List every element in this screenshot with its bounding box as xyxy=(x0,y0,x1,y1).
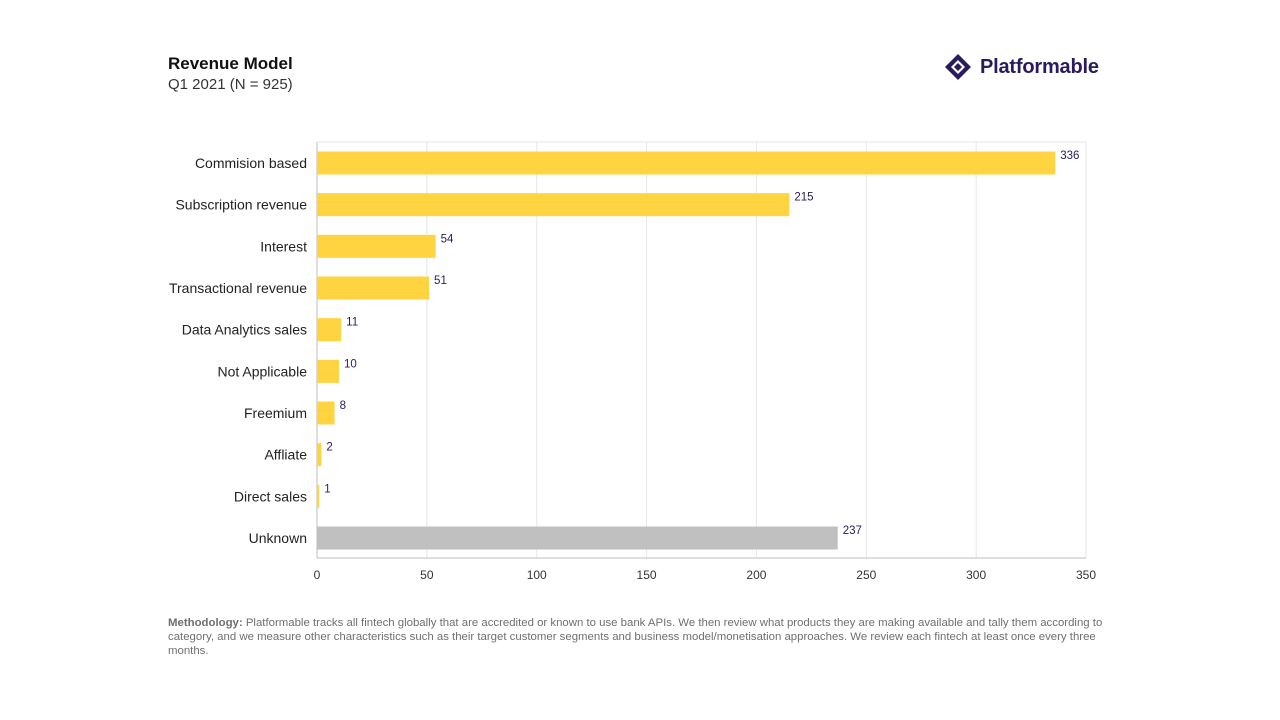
bar xyxy=(317,151,1056,175)
diamond-logo-icon xyxy=(945,54,971,80)
category-label: Freemium xyxy=(244,405,307,421)
category-label: Not Applicable xyxy=(217,363,307,379)
x-tick-label: 250 xyxy=(856,568,876,582)
category-label: Transactional revenue xyxy=(169,280,307,296)
category-label: Direct sales xyxy=(234,488,307,504)
bar xyxy=(317,443,322,467)
value-label: 215 xyxy=(794,192,813,204)
category-labels: Commision based Subscription revenue Inter… xyxy=(169,155,307,546)
value-labels: 336 215 54 51 11 10 8 2 1 237 xyxy=(324,150,1079,537)
value-label: 54 xyxy=(441,233,454,245)
bar xyxy=(317,276,430,300)
methodology-text: Platformable tracks all fintech globally… xyxy=(168,617,1103,657)
value-label: 10 xyxy=(344,358,357,370)
bars xyxy=(317,151,1056,550)
bar xyxy=(317,526,838,550)
category-label: Affliate xyxy=(264,447,307,463)
brand-name: Platformable xyxy=(980,55,1099,78)
methodology-note: Methodology: Platformable tracks all fin… xyxy=(168,616,1108,658)
category-label: Subscription revenue xyxy=(175,197,307,213)
x-tick-label: 150 xyxy=(637,568,657,582)
value-label: 11 xyxy=(346,317,358,329)
chart-title: Revenue Model xyxy=(168,54,293,73)
value-label: 336 xyxy=(1060,150,1079,162)
x-tick-label: 200 xyxy=(746,568,766,582)
x-tick-label: 100 xyxy=(527,568,547,582)
x-tick-label: 350 xyxy=(1076,568,1096,582)
x-tick-label: 0 xyxy=(314,568,321,582)
value-label: 237 xyxy=(843,525,862,537)
value-label: 2 xyxy=(326,442,332,454)
category-label: Interest xyxy=(260,238,307,254)
bar xyxy=(317,359,339,383)
bar xyxy=(317,193,790,217)
methodology-label: Methodology: xyxy=(168,617,243,629)
value-label: 51 xyxy=(434,275,447,287)
value-label: 8 xyxy=(340,400,346,412)
x-axis-ticks: 0 50 100 150 200 250 300 350 xyxy=(314,568,1097,582)
x-tick-label: 300 xyxy=(966,568,986,582)
category-label: Data Analytics sales xyxy=(182,322,307,338)
value-label: 1 xyxy=(324,483,330,495)
bar xyxy=(317,318,342,342)
bar xyxy=(317,234,436,258)
category-label: Unknown xyxy=(249,530,307,546)
chart-subtitle: Q1 2021 (N = 925) xyxy=(168,76,293,93)
brand-logo: Platformable xyxy=(944,53,1099,81)
category-label: Commision based xyxy=(195,155,307,171)
bar xyxy=(317,484,320,508)
x-tick-label: 50 xyxy=(420,568,434,582)
chart-header: Revenue Model Q1 2021 (N = 925) xyxy=(168,54,293,94)
bar xyxy=(317,401,335,425)
